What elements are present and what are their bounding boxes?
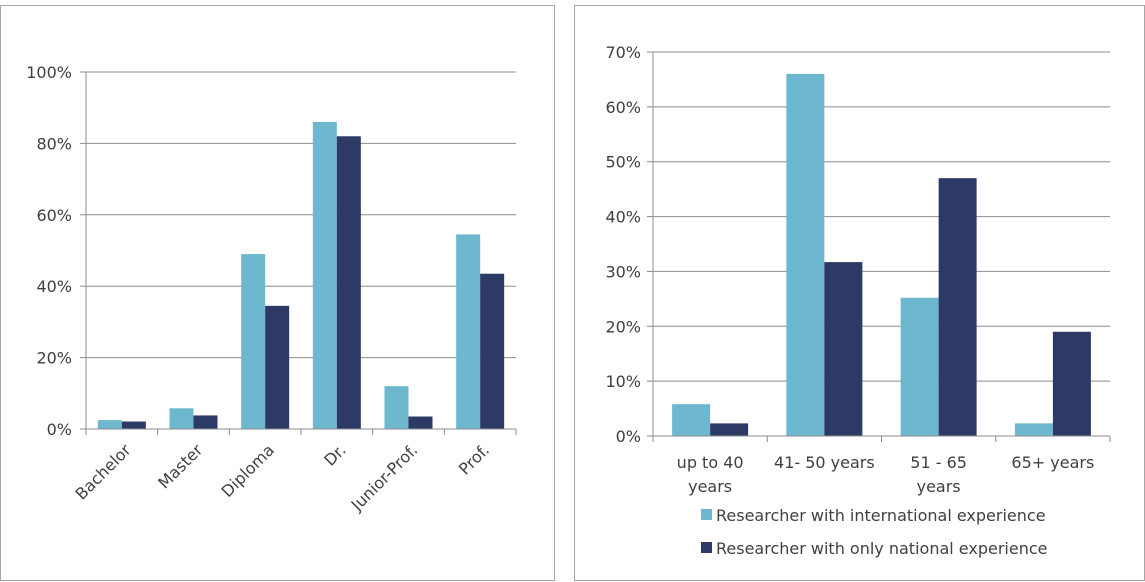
right-y-tick-label: 40%: [605, 208, 641, 227]
left-category-label: Dr.: [320, 440, 349, 469]
right-bar-national: [1052, 331, 1091, 436]
right-category-label: years: [917, 477, 961, 496]
left-bar-national: [336, 136, 361, 429]
right-bar-international: [1014, 423, 1053, 436]
right-y-tick-label: 50%: [605, 153, 641, 172]
right-category-label: years: [688, 477, 732, 496]
left-bar-international: [456, 234, 481, 429]
right-category-label: 41- 50 years: [774, 453, 875, 472]
left-category-label: Prof.: [455, 440, 493, 478]
left-category-label: Master: [154, 440, 206, 492]
left-category-label: Junior-Prof.: [347, 440, 422, 515]
left-category-label: Diploma: [218, 440, 278, 500]
legend-label-national: Researcher with only national experience: [716, 539, 1047, 558]
right-y-tick-label: 30%: [605, 262, 641, 281]
right-bar-international: [786, 73, 825, 436]
right-y-tick-label: 10%: [605, 372, 641, 391]
left-bar-national: [480, 273, 505, 429]
left-category-label: Bachelor: [71, 440, 134, 503]
left-bar-international: [312, 121, 337, 429]
left-chart: 0% 20% 40% 60% 80% 100% Bachelor Master Diploma D…: [26, 63, 517, 515]
right-y-tick-label: 0%: [616, 427, 641, 446]
right-category-label: 65+ years: [1011, 453, 1094, 472]
right-y-tick-label: 20%: [605, 317, 641, 336]
right-chart-panel: 0% 10% 20% 30% 40% 50% 60% 70% up to 40 years 41- …: [574, 5, 1145, 581]
left-y-tick-label: 100%: [26, 63, 72, 82]
left-bar-international: [241, 254, 266, 429]
right-y-tick-label: 70%: [605, 43, 641, 62]
left-y-tick-label: 40%: [36, 277, 72, 296]
right-bar-national: [938, 178, 977, 436]
left-bar-international: [384, 386, 409, 429]
left-bar-international: [169, 408, 194, 429]
left-chart-panel: 0% 20% 40% 60% 80% 100% Bachelor Master Diploma D…: [0, 5, 555, 581]
legend-label-international: Researcher with international experience: [716, 506, 1046, 525]
right-bar-international: [672, 404, 711, 436]
left-bar-national: [408, 416, 433, 429]
legend-swatch-international: [701, 509, 712, 520]
right-bar-national: [824, 262, 863, 436]
left-bar-national: [121, 421, 146, 429]
right-category-label: 51 - 65: [910, 453, 967, 472]
left-bar-national: [265, 305, 290, 429]
left-bar-international: [97, 420, 122, 429]
right-chart: 0% 10% 20% 30% 40% 50% 60% 70% up to 40 years 41- …: [605, 43, 1111, 558]
right-category-label: up to 40: [677, 453, 744, 472]
left-y-tick-label: 80%: [36, 134, 72, 153]
left-y-tick-label: 20%: [36, 349, 72, 368]
right-bar-national: [710, 423, 749, 436]
left-y-tick-label: 0%: [47, 420, 72, 439]
right-bar-international: [900, 297, 939, 436]
left-bar-national: [193, 415, 218, 429]
legend-swatch-national: [701, 542, 712, 553]
right-y-tick-label: 60%: [605, 98, 641, 117]
left-y-tick-label: 60%: [36, 206, 72, 225]
